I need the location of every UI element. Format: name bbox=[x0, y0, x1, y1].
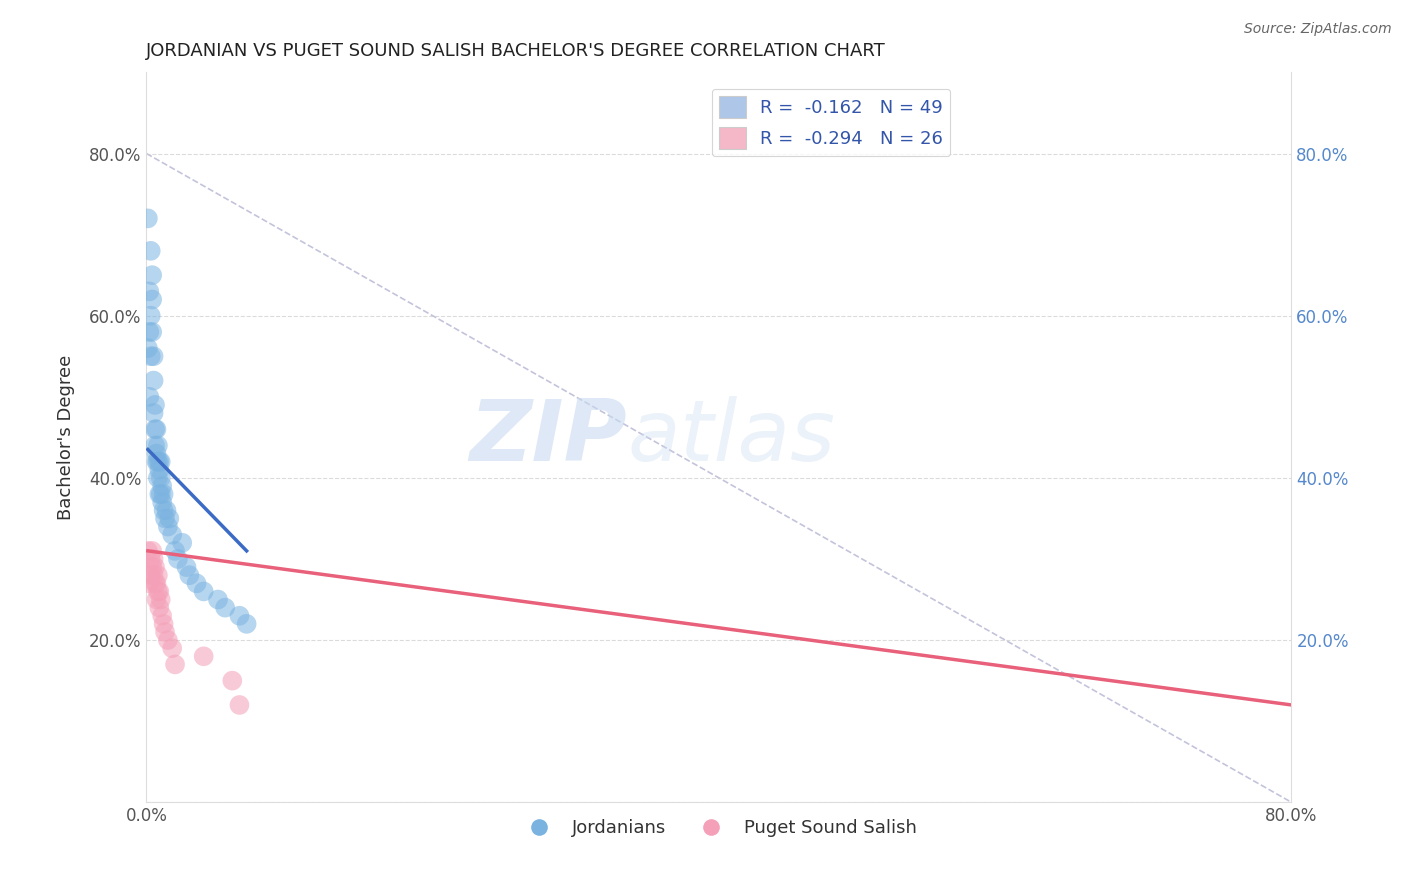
Point bbox=[145, 446, 167, 460]
Point bbox=[139, 309, 162, 323]
Point bbox=[141, 268, 163, 282]
Point bbox=[138, 325, 160, 339]
Point bbox=[141, 544, 163, 558]
Point bbox=[176, 560, 198, 574]
Point bbox=[146, 471, 169, 485]
Point bbox=[160, 527, 183, 541]
Text: JORDANIAN VS PUGET SOUND SALISH BACHELOR'S DEGREE CORRELATION CHART: JORDANIAN VS PUGET SOUND SALISH BACHELOR… bbox=[146, 42, 886, 60]
Point bbox=[160, 641, 183, 656]
Point bbox=[141, 325, 163, 339]
Point bbox=[138, 576, 160, 591]
Point bbox=[149, 487, 172, 501]
Point bbox=[139, 568, 162, 582]
Point bbox=[235, 616, 257, 631]
Point bbox=[139, 244, 162, 258]
Point bbox=[136, 341, 159, 355]
Point bbox=[142, 552, 165, 566]
Point bbox=[143, 422, 166, 436]
Point bbox=[165, 544, 187, 558]
Point bbox=[146, 455, 169, 469]
Point bbox=[150, 495, 173, 509]
Point bbox=[145, 592, 167, 607]
Point bbox=[143, 438, 166, 452]
Point bbox=[156, 519, 179, 533]
Point bbox=[149, 471, 172, 485]
Point bbox=[148, 455, 170, 469]
Point bbox=[150, 479, 173, 493]
Point bbox=[138, 285, 160, 299]
Point bbox=[157, 511, 180, 525]
Point bbox=[221, 673, 243, 688]
Point bbox=[139, 349, 162, 363]
Point bbox=[228, 608, 250, 623]
Point bbox=[149, 592, 172, 607]
Point bbox=[155, 503, 177, 517]
Point bbox=[142, 374, 165, 388]
Point bbox=[136, 544, 159, 558]
Point bbox=[143, 560, 166, 574]
Point bbox=[139, 552, 162, 566]
Point bbox=[152, 616, 174, 631]
Text: ZIP: ZIP bbox=[470, 396, 627, 479]
Point bbox=[145, 422, 167, 436]
Point bbox=[152, 487, 174, 501]
Point bbox=[165, 657, 187, 672]
Point bbox=[148, 584, 170, 599]
Point bbox=[141, 293, 163, 307]
Point bbox=[146, 584, 169, 599]
Point bbox=[149, 455, 172, 469]
Text: Source: ZipAtlas.com: Source: ZipAtlas.com bbox=[1244, 22, 1392, 37]
Point bbox=[146, 438, 169, 452]
Text: atlas: atlas bbox=[627, 396, 835, 479]
Point bbox=[167, 552, 190, 566]
Point bbox=[142, 349, 165, 363]
Point bbox=[186, 576, 208, 591]
Point bbox=[146, 568, 169, 582]
Point bbox=[193, 584, 215, 599]
Point bbox=[153, 624, 176, 639]
Point bbox=[214, 600, 236, 615]
Legend: Jordanians, Puget Sound Salish: Jordanians, Puget Sound Salish bbox=[515, 812, 924, 845]
Point bbox=[228, 698, 250, 712]
Point bbox=[145, 576, 167, 591]
Point bbox=[142, 568, 165, 582]
Y-axis label: Bachelor's Degree: Bachelor's Degree bbox=[58, 355, 75, 520]
Point bbox=[148, 463, 170, 477]
Point bbox=[138, 390, 160, 404]
Point bbox=[207, 592, 229, 607]
Point bbox=[142, 406, 165, 420]
Point bbox=[153, 511, 176, 525]
Point bbox=[150, 608, 173, 623]
Point bbox=[172, 535, 194, 549]
Point bbox=[143, 398, 166, 412]
Point bbox=[143, 576, 166, 591]
Point bbox=[148, 600, 170, 615]
Point bbox=[156, 633, 179, 648]
Point bbox=[193, 649, 215, 664]
Point bbox=[152, 503, 174, 517]
Point bbox=[136, 211, 159, 226]
Point bbox=[179, 568, 201, 582]
Point bbox=[148, 487, 170, 501]
Point bbox=[145, 455, 167, 469]
Point bbox=[141, 560, 163, 574]
